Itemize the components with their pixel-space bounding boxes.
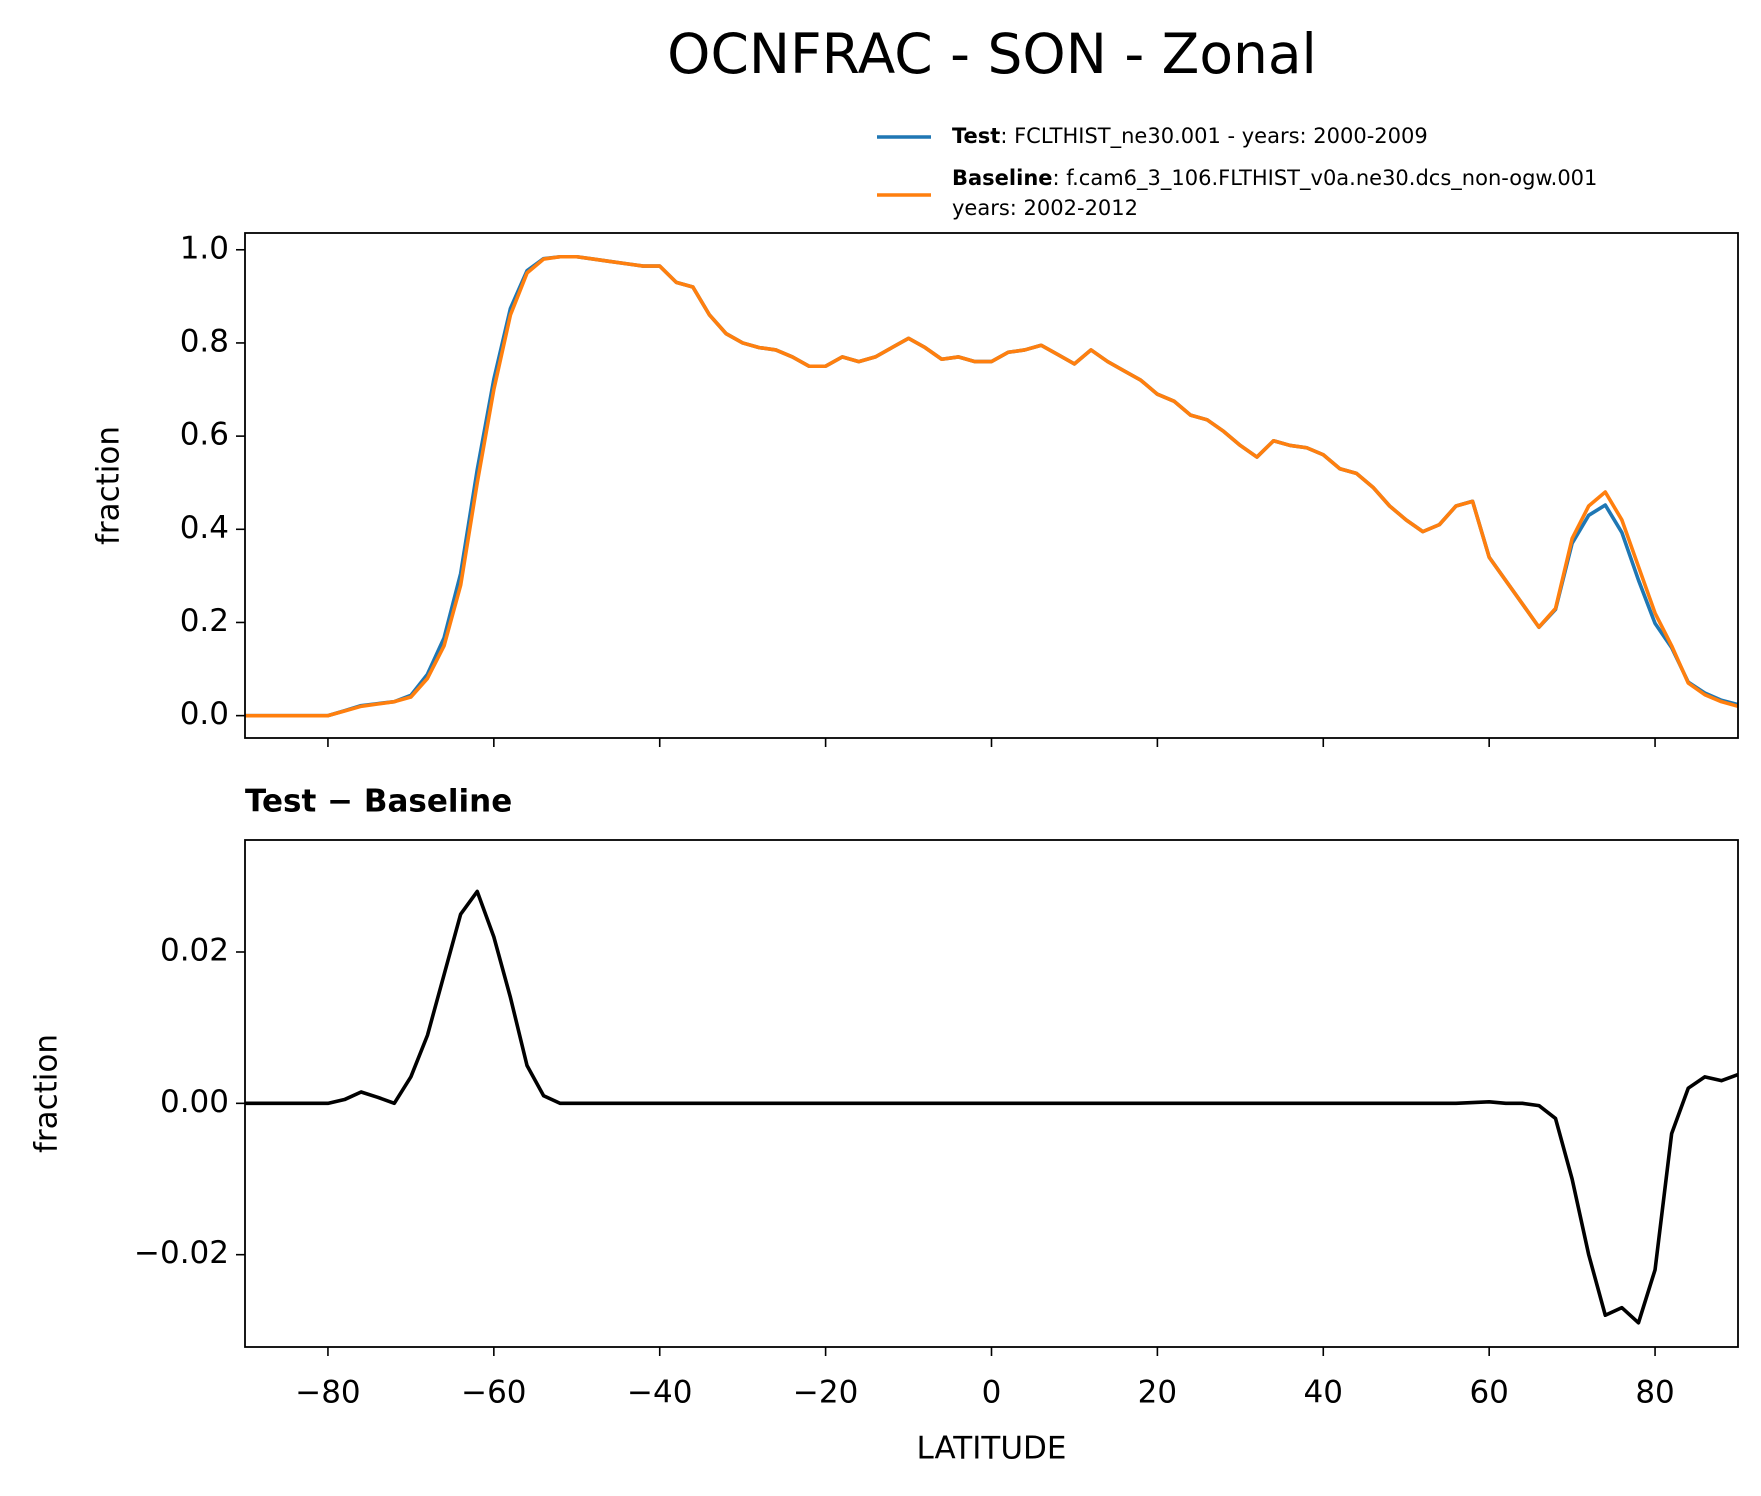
x-tick-label: 20 bbox=[1138, 1375, 1177, 1411]
legend-text: : f.cam6_3_106.FLTHIST_v0a.ne30.dcs_non-… bbox=[1053, 166, 1598, 191]
y-axis-label: fraction bbox=[91, 426, 127, 545]
legend-text: years: 2002-2012 bbox=[952, 196, 1138, 220]
legend-label: Test: FCLTHIST_ne30.001 - years: 2000-20… bbox=[952, 124, 1428, 149]
legend-text: : FCLTHIST_ne30.001 - years: 2000-2009 bbox=[1000, 124, 1427, 149]
x-tick-label: −20 bbox=[793, 1375, 858, 1411]
legend-label: Baseline: f.cam6_3_106.FLTHIST_v0a.ne30.… bbox=[952, 166, 1597, 191]
y-axis-label: fraction bbox=[29, 1034, 65, 1153]
legend-name: Baseline bbox=[952, 166, 1053, 190]
y-tick-label: 0.00 bbox=[160, 1084, 229, 1120]
series-line bbox=[245, 889, 1738, 1325]
series-line bbox=[245, 254, 1738, 718]
legend-name: Test bbox=[952, 124, 1000, 148]
y-tick-label: 0.6 bbox=[180, 417, 229, 453]
y-tick-label: −0.02 bbox=[134, 1235, 229, 1271]
x-tick-label: 80 bbox=[1635, 1375, 1674, 1411]
x-tick-label: 0 bbox=[982, 1375, 1002, 1411]
legend-label: years: 2002-2012 bbox=[952, 196, 1138, 220]
x-axis-label: LATITUDE bbox=[917, 1431, 1067, 1467]
y-tick-label: 0.2 bbox=[180, 603, 229, 639]
y-tick-label: 0.02 bbox=[160, 932, 229, 968]
y-tick-label: 0.8 bbox=[180, 323, 229, 359]
x-tick-label: 60 bbox=[1469, 1375, 1508, 1411]
x-tick-label: −60 bbox=[461, 1375, 526, 1411]
y-tick-label: 1.0 bbox=[180, 230, 229, 266]
panel-title: Test − Baseline bbox=[245, 784, 512, 820]
y-tick-label: 0.0 bbox=[180, 696, 229, 732]
series-line bbox=[245, 254, 1738, 718]
x-tick-label: −40 bbox=[627, 1375, 692, 1411]
x-tick-label: 40 bbox=[1304, 1375, 1343, 1411]
x-tick-label: −80 bbox=[295, 1375, 360, 1411]
plot-frame bbox=[244, 232, 1739, 739]
plot-frame bbox=[244, 839, 1739, 1348]
y-tick-label: 0.4 bbox=[180, 510, 229, 546]
figure-title: OCNFRAC - SON - Zonal bbox=[667, 22, 1317, 86]
